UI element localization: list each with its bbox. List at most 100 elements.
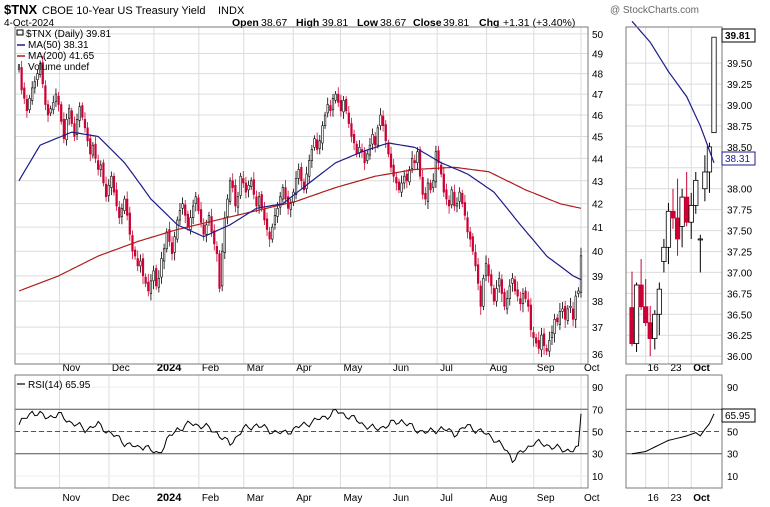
price-candle <box>476 258 480 291</box>
price-candle <box>360 143 364 158</box>
instrument-name: CBOE 10-Year US Treasury Yield <box>42 5 205 17</box>
price-candle <box>350 117 353 143</box>
price-candle <box>141 253 145 285</box>
price-candle <box>247 180 250 198</box>
zoom-candle <box>643 279 649 327</box>
zoom-candle <box>679 188 685 248</box>
price-candle <box>73 116 76 142</box>
price-candle <box>387 139 390 158</box>
y-tick-label: 37 <box>592 323 604 334</box>
price-candle <box>395 172 398 191</box>
price-candle <box>553 313 556 343</box>
zoom-x-tick-label: 23 <box>670 363 682 374</box>
ma200-line <box>18 166 582 292</box>
price-candle <box>342 95 345 119</box>
price-candle <box>527 291 530 312</box>
rsi-badge <box>721 408 756 423</box>
price-candle <box>115 182 118 211</box>
price-candle <box>400 175 403 197</box>
price-candle <box>466 211 469 239</box>
zoom-candle <box>674 178 681 256</box>
price-candle <box>207 211 211 226</box>
x-tick-label: Aug <box>490 363 508 374</box>
price-candle <box>474 244 477 272</box>
price-candle <box>25 94 29 118</box>
low-value: 38.67 <box>380 17 406 29</box>
price-candle <box>484 255 488 282</box>
price-candle <box>339 94 343 117</box>
x-tick-label: 2024 <box>157 362 182 374</box>
legend-price: $TNX (Daily) 39.81 <box>26 29 111 40</box>
price-candle <box>535 333 538 348</box>
price-candle <box>89 134 92 162</box>
price-candle <box>197 194 200 215</box>
close-badge <box>721 28 756 43</box>
zoom-candle <box>711 36 717 134</box>
price-candle <box>352 129 356 151</box>
price-candle <box>236 191 240 215</box>
zoom-candle <box>647 305 653 357</box>
price-candle <box>579 247 583 298</box>
x-tick-label: Sep <box>537 493 555 504</box>
price-candle <box>281 184 284 203</box>
zoom-rsi-tick-label: 30 <box>727 450 739 461</box>
main-grid <box>15 27 588 364</box>
high-value: 39.81 <box>322 17 348 29</box>
price-candle <box>506 290 509 315</box>
zoom-rsi-tick-label: 50 <box>727 428 739 439</box>
price-candle <box>492 284 496 306</box>
x-tick-label: Dec <box>112 493 130 504</box>
price-candle <box>181 197 184 215</box>
price-candle <box>469 226 472 248</box>
price-candle <box>160 251 163 284</box>
zoom-y-tick-label: 37.00 <box>727 268 752 279</box>
zoom-y-tick-label: 37.50 <box>727 227 752 238</box>
zoom-y-tick-label: 36.25 <box>727 331 752 342</box>
price-candle <box>231 173 234 193</box>
price-candle <box>366 150 369 164</box>
price-candle <box>75 113 79 141</box>
price-candle <box>157 270 160 293</box>
price-candle <box>503 288 506 311</box>
price-candle <box>408 166 411 186</box>
price-candle <box>41 55 44 89</box>
price-candle <box>107 179 110 202</box>
price-candle <box>529 298 532 337</box>
axis-ticks: 36 37 38 39 40 41 42 43 44 45 46 47 48 49 50 10 30 50 70 90… <box>62 30 752 504</box>
open-value: 38.67 <box>261 17 287 29</box>
price-candle <box>23 82 26 104</box>
zoom-candle <box>702 155 708 202</box>
price-candle <box>482 274 485 311</box>
ma50-line <box>18 131 582 281</box>
price-candle <box>532 326 535 347</box>
price-candle <box>316 132 319 155</box>
price-candle <box>173 231 176 261</box>
x-tick-label: Jul <box>440 363 453 374</box>
price-candle <box>429 179 432 194</box>
open-label: Open <box>232 17 259 29</box>
price-candle <box>445 183 448 206</box>
price-candle <box>426 178 430 210</box>
price-candle <box>36 69 39 87</box>
y-tick-label: 49 <box>592 50 604 61</box>
price-candle <box>442 166 445 197</box>
volume-legend-icon <box>18 64 20 70</box>
close-value: 39.81 <box>443 17 469 29</box>
price-candle <box>170 236 174 261</box>
price-candle <box>413 154 416 169</box>
price-candle <box>334 91 337 104</box>
price-candle <box>78 102 81 128</box>
price-candle <box>558 302 562 331</box>
price-candle <box>447 195 451 214</box>
price-candle <box>28 95 31 113</box>
exchange-label: INDX <box>218 5 245 17</box>
price-candle <box>437 146 440 171</box>
price-candle <box>434 145 437 189</box>
price-candle <box>31 81 34 105</box>
close-label: Close <box>413 17 442 29</box>
price-candle <box>376 124 379 149</box>
price-candle <box>305 166 308 194</box>
price-candle <box>99 160 102 177</box>
price-candle <box>318 134 321 155</box>
